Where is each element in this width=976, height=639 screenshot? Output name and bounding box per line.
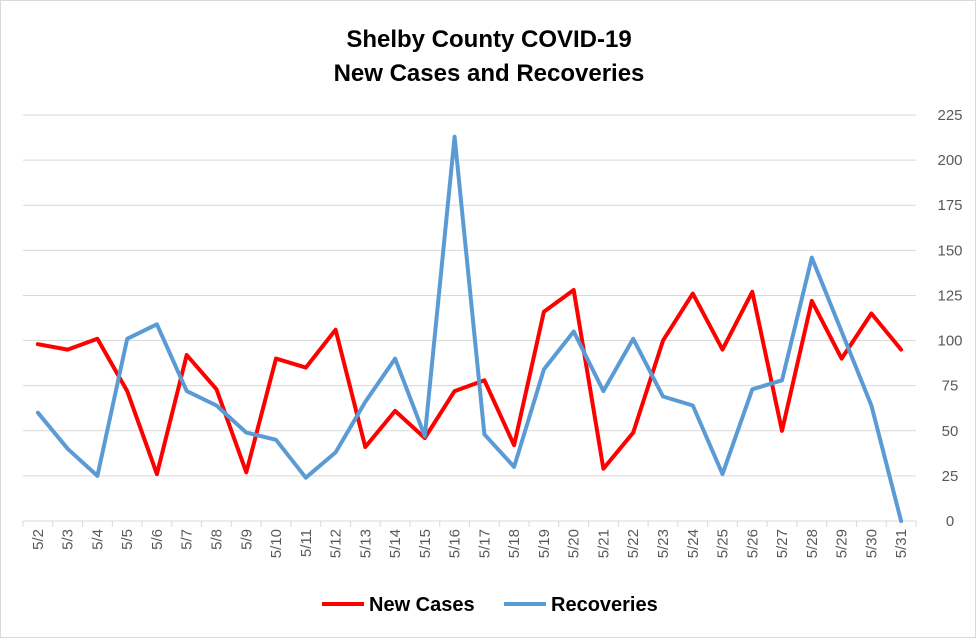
x-tick-label: 5/22 xyxy=(625,529,642,558)
x-tick-label: 5/8 xyxy=(208,529,225,550)
y-tick-label: 125 xyxy=(937,287,962,304)
y-tick-label: 100 xyxy=(937,333,962,350)
x-tick-label: 5/10 xyxy=(268,529,285,558)
x-tick-label: 5/4 xyxy=(89,529,106,550)
x-tick-label: 5/13 xyxy=(357,529,374,558)
x-tick-label: 5/24 xyxy=(685,529,702,558)
x-tick-label: 5/27 xyxy=(774,529,791,558)
legend-label: Recoveries xyxy=(551,594,658,616)
x-tick-label: 5/9 xyxy=(238,529,255,550)
x-tick-label: 5/21 xyxy=(595,529,612,558)
x-tick-label: 5/29 xyxy=(834,529,851,558)
x-tick-label: 5/16 xyxy=(447,529,464,558)
x-tick-label: 5/2 xyxy=(30,529,47,550)
y-tick-label: 25 xyxy=(942,468,959,485)
legend: New Cases Recoveries xyxy=(322,594,658,616)
x-tick-label: 5/19 xyxy=(536,529,553,558)
series-lines xyxy=(35,134,904,523)
chart-subtitle: New Cases and Recoveries xyxy=(334,60,645,87)
legend-label: New Cases xyxy=(369,594,475,616)
x-tick-label: 5/28 xyxy=(804,529,821,558)
x-tick-label: 5/14 xyxy=(387,529,404,558)
x-tick-label: 5/18 xyxy=(506,529,523,558)
series-line-recoveries xyxy=(35,134,904,523)
y-tick-label: 225 xyxy=(937,107,962,124)
x-tick-label: 5/11 xyxy=(298,529,315,557)
x-tick-label: 5/17 xyxy=(476,529,493,558)
x-tick-label: 5/20 xyxy=(566,529,583,558)
y-tick-label: 175 xyxy=(937,197,962,214)
y-axis-ticks: 0 25 50 75 100 125 150 175 200 225 xyxy=(937,107,962,530)
y-tick-label: 150 xyxy=(937,242,962,259)
x-tick-label: 5/25 xyxy=(715,529,732,558)
x-tick-label: 5/6 xyxy=(149,529,166,550)
x-tick-label: 5/3 xyxy=(60,529,77,550)
series-line-new-cases xyxy=(35,288,904,477)
x-tick-label: 5/15 xyxy=(417,529,434,558)
y-tick-label: 50 xyxy=(942,423,959,440)
x-tick-label: 5/5 xyxy=(119,529,136,550)
x-tick-label: 5/30 xyxy=(863,529,880,558)
x-axis-ticks: 5/2 5/3 5/4 5/5 5/6 5/7 5/8 5/9 5/10 5/11 5/12 5/13… xyxy=(22,521,917,558)
x-tick-label: 5/7 xyxy=(179,529,196,550)
y-tick-label: 200 xyxy=(937,152,962,169)
x-tick-label: 5/12 xyxy=(328,529,345,558)
gridlines xyxy=(23,114,916,522)
y-tick-label: 0 xyxy=(946,513,954,530)
y-tick-label: 75 xyxy=(942,378,959,395)
x-tick-label: 5/26 xyxy=(744,529,761,558)
chart-title: Shelby County COVID-19 xyxy=(346,26,631,53)
x-tick-label: 5/31 xyxy=(893,529,910,558)
x-tick-label: 5/23 xyxy=(655,529,672,558)
